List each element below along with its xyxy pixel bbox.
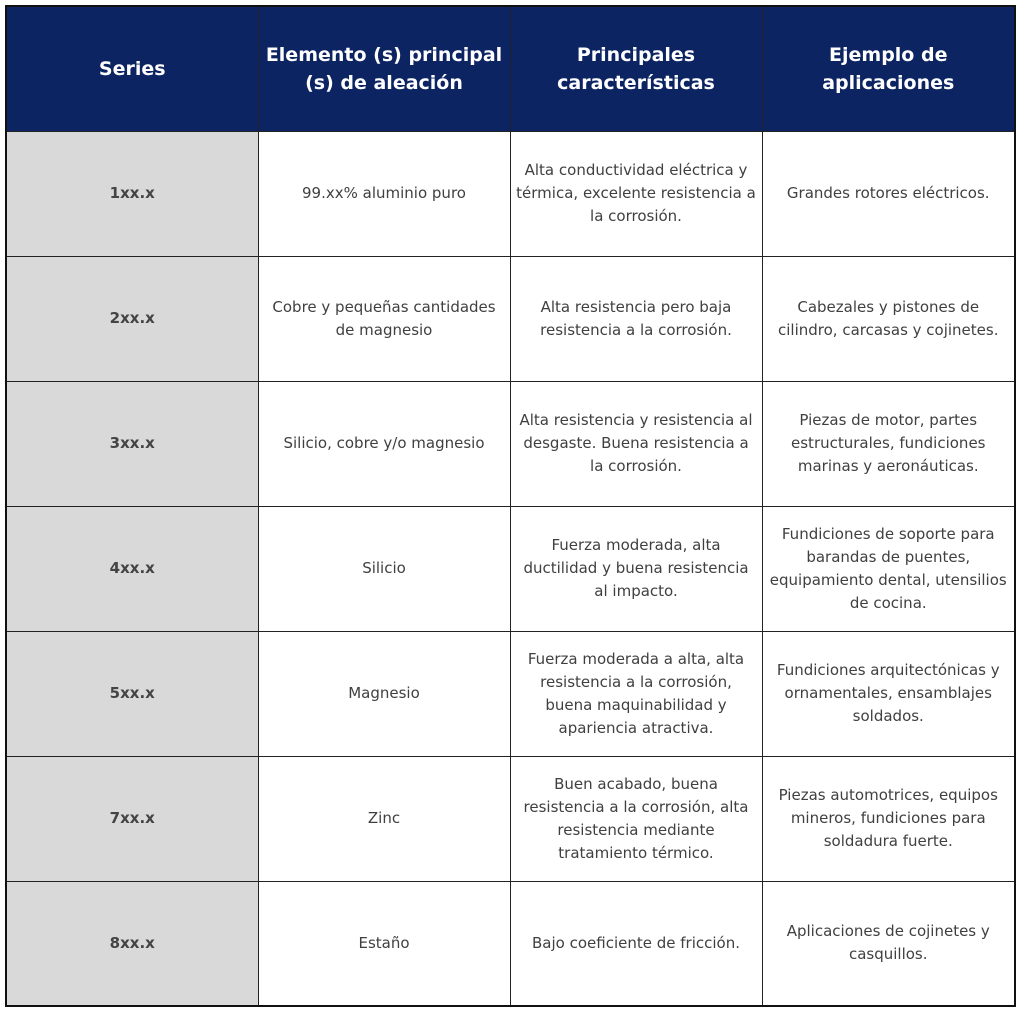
alloy-table: Series Elemento (s) principal (s) de alea…: [5, 5, 1016, 1007]
cell: Alta conductividad eléctrica y térmica, …: [509, 130, 763, 257]
table-row: 8xx.x Estaño Bajo coeficiente de fricción.…: [5, 880, 1016, 1007]
cell: Zinc: [257, 755, 511, 882]
cell: Piezas automotrices, equipos mineros, fu…: [761, 755, 1016, 882]
cell: Buen acabado, buena resistencia a la cor…: [509, 755, 763, 882]
cell: Cobre y pequeñas cantidades de magnesio: [257, 255, 511, 382]
series-cell: 3xx.x: [5, 380, 259, 507]
table-row: 5xx.x Magnesio Fuerza moderada a alta, alt…: [5, 630, 1016, 757]
header-cell: Principales características: [509, 5, 763, 132]
series-cell: 5xx.x: [5, 630, 259, 757]
table-body: 1xx.x 99.xx% aluminio puro Alta conductivi…: [5, 130, 1016, 1007]
series-cell: 7xx.x: [5, 755, 259, 882]
cell: Bajo coeficiente de fricción.: [509, 880, 763, 1007]
cell: Fuerza moderada a alta, alta resistencia…: [509, 630, 763, 757]
cell: Silicio: [257, 505, 511, 632]
table-row: 2xx.x Cobre y pequeñas cantidades de magn…: [5, 255, 1016, 382]
cell: Aplicaciones de cojinetes y casquillos.: [761, 880, 1016, 1007]
header-cell: Elemento (s) principal (s) de aleación: [257, 5, 511, 132]
cell: Alta resistencia pero baja resistencia a…: [509, 255, 763, 382]
cell: Cabezales y pistones de cilindro, carcas…: [761, 255, 1016, 382]
cell: Alta resistencia y resistencia al desgas…: [509, 380, 763, 507]
table-row: 3xx.x Silicio, cobre y/o magnesio Alta res…: [5, 380, 1016, 507]
table-row: 1xx.x 99.xx% aluminio puro Alta conductivi…: [5, 130, 1016, 257]
cell: Fundiciones de soporte para barandas de …: [761, 505, 1016, 632]
series-cell: 2xx.x: [5, 255, 259, 382]
series-cell: 4xx.x: [5, 505, 259, 632]
table-row: 4xx.x Silicio Fuerza moderada, alta ductil…: [5, 505, 1016, 632]
cell: Magnesio: [257, 630, 511, 757]
series-cell: 8xx.x: [5, 880, 259, 1007]
table-row: 7xx.x Zinc Buen acabado, buena resistencia…: [5, 755, 1016, 882]
cell: 99.xx% aluminio puro: [257, 130, 511, 257]
series-cell: 1xx.x: [5, 130, 259, 257]
cell: Fuerza moderada, alta ductilidad y buena…: [509, 505, 763, 632]
cell: Grandes rotores eléctricos.: [761, 130, 1016, 257]
cell: Fundiciones arquitectónicas y ornamental…: [761, 630, 1016, 757]
cell: Estaño: [257, 880, 511, 1007]
header-row: Series Elemento (s) principal (s) de alea…: [5, 5, 1016, 132]
header-cell: Series: [5, 5, 259, 132]
header-cell: Ejemplo de aplicaciones: [761, 5, 1016, 132]
cell: Piezas de motor, partes estructurales, f…: [761, 380, 1016, 507]
cell: Silicio, cobre y/o magnesio: [257, 380, 511, 507]
